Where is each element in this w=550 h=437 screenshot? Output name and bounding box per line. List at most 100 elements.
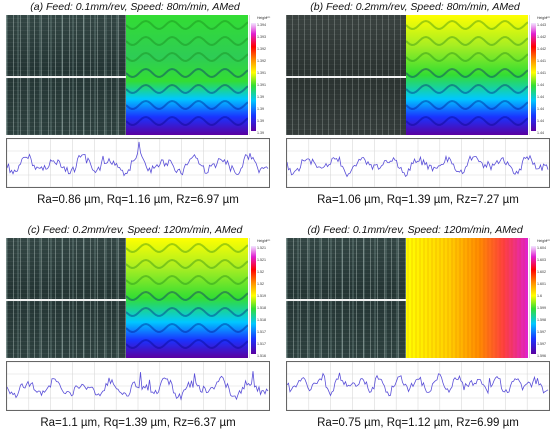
roughness-values: Ra=1.06 µm, Rq=1.39 µm, Rz=7.27 µm [317,194,519,206]
divider-line [6,76,126,78]
height-map-wave [406,115,528,127]
micrograph-image [286,15,406,135]
panel-title: (d) Feed: 0.1mm/rev, Speed: 120m/min, AM… [307,224,523,236]
colorbar-tick-label: 1.44 [537,95,544,99]
colorbar-title: Height [257,16,268,20]
colorbar-tick-label: 1.597 [537,342,546,346]
profile-trace [7,371,269,401]
height-map-wave [126,258,248,270]
colorbar-tick-label: 1.519 [257,294,266,298]
panel-title: (c) Feed: 0.2mm/rev, Speed: 120m/min, AM… [27,224,243,236]
colorbar-title: Height [537,16,548,20]
height-map-wave [406,67,528,79]
divider-line [286,76,406,78]
colorbar-tick-label: 1.598 [537,318,546,322]
colorbar-tick-label: 1.39 [257,95,264,99]
colorbar-tick-label: 1.6 [537,294,542,298]
panel-d: (d) Feed: 0.1mm/rev, Speed: 120m/min, AM… [280,223,550,436]
profile-graphic [287,362,549,410]
height-map-wave [126,306,248,318]
colorbar-tick-label: 1.52 [257,270,264,274]
height-map-fill [126,238,248,358]
colorbar-tick-label: 1.44 [537,83,544,87]
height-map-graphic [406,15,528,135]
panel-title: (a) Feed: 0.1mm/rev, Speed: 80m/min, AMe… [30,1,240,13]
colorbar-tick-label: 1.518 [257,306,266,310]
colorbar-tick-label: 1.443 [537,23,546,27]
height-map-fill [126,15,248,135]
height-map-wave [126,322,248,334]
colorbar-scale [531,23,536,131]
colorbar-title: Height [257,239,268,243]
colorbar-tick-label: 1.517 [257,342,266,346]
height-map-wave [126,35,248,47]
height-map-wave [126,99,248,111]
roughness-profile [286,138,550,188]
panel-c: (c) Feed: 0.2mm/rev, Speed: 120m/min, AM… [0,223,271,436]
colorbar-scale [251,246,256,354]
micrograph-image [6,15,126,135]
height-map [406,238,528,358]
colorbar-tick-label: 1.392 [257,59,266,63]
height-map [126,15,248,135]
height-map-graphic [126,238,248,358]
profile-graphic [7,362,269,410]
height-map-wave [126,115,248,127]
colorbar-tick-label: 1.521 [257,258,266,262]
colorbar-tick-label: 1.44 [537,131,544,135]
panel-a: (a) Feed: 0.1mm/rev, Speed: 80m/min, AMe… [0,0,271,213]
height-map-graphic [126,15,248,135]
colorbar-legend: Height µm 1.443 1.442 1.442 1.441 1.441 1.44 1… [529,15,550,135]
roughness-values: Ra=1.1 µm, Rq=1.39 µm, Rz=6.37 µm [40,417,236,429]
colorbar-tick-label: 1.52 [257,282,264,286]
colorbar-tick-label: 1.39 [257,119,264,123]
height-map-wave [406,99,528,111]
micrograph-image [286,238,406,358]
height-map-wave [126,67,248,79]
profile-trace [287,154,549,178]
roughness-values: Ra=0.75 µm, Rq=1.12 µm, Rz=6.99 µm [317,417,519,429]
profile-trace [287,372,549,397]
panel-b: (b) Feed: 0.2mm/rev, Speed: 80m/min, AMe… [280,0,550,213]
colorbar-tick-label: 1.441 [537,59,546,63]
colorbar-tick-label: 1.521 [257,246,266,250]
colorbar-unit: µm [266,238,271,242]
colorbar-tick-label: 1.517 [257,330,266,334]
colorbar-tick-label: 1.392 [257,47,266,51]
height-map-fill [406,238,528,358]
height-map-wave [126,290,248,302]
micrograph-image [6,238,126,358]
roughness-profile [6,138,270,188]
roughness-profile [286,361,550,411]
height-map-wave [126,19,248,31]
colorbar-tick-label: 1.516 [257,354,266,358]
colorbar-tick-label: 1.391 [257,71,266,75]
colorbar-unit: µm [266,15,271,19]
colorbar-title: Height [537,239,548,243]
divider-line [6,299,126,301]
colorbar-legend: Height µm 1.604 1.603 1.602 1.601 1.6 1.599 1.… [529,238,550,358]
colorbar-tick-label: 1.603 [537,258,546,262]
colorbar-tick-label: 1.391 [257,83,266,87]
colorbar-tick-label: 1.599 [537,306,546,310]
colorbar-tick-label: 1.518 [257,318,266,322]
colorbar-unit: µm [546,15,550,19]
colorbar-tick-label: 1.39 [257,107,264,111]
height-map-wave [126,242,248,254]
height-map-fill [406,15,528,135]
panel-title: (b) Feed: 0.2mm/rev, Speed: 80m/min, AMe… [310,1,520,13]
height-map-wave [126,338,248,350]
colorbar-legend: Height µm 1.521 1.521 1.52 1.52 1.519 1.518 1.… [249,238,271,358]
height-map-graphic [406,238,528,358]
colorbar-legend: Height µm 1.394 1.393 1.392 1.392 1.391 1.391… [249,15,271,135]
divider-line [286,299,406,301]
height-map [406,15,528,135]
colorbar-tick-label: 1.604 [537,246,546,250]
colorbar-tick-label: 1.442 [537,47,546,51]
profile-trace [7,141,269,177]
colorbar-tick-label: 1.39 [257,131,264,135]
colorbar-tick-label: 1.393 [257,35,266,39]
colorbar-tick-label: 1.44 [537,107,544,111]
height-map-wave [406,19,528,31]
colorbar-scale [251,23,256,131]
